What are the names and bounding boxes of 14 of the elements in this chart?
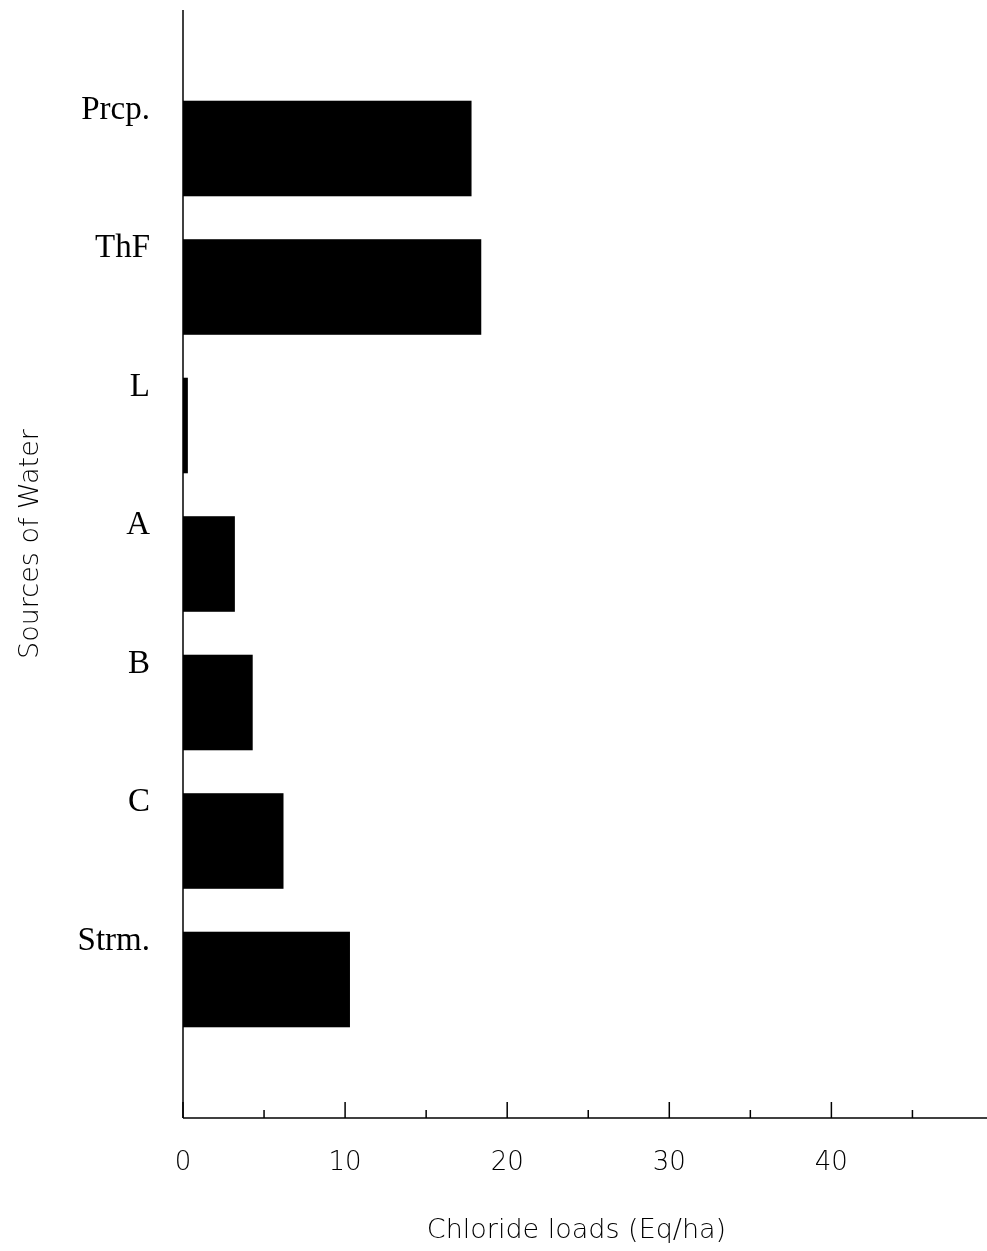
y-tick-label: A bbox=[126, 505, 151, 541]
x-tick-label: 40 bbox=[814, 1146, 848, 1176]
y-tick-label: Strm. bbox=[77, 920, 150, 957]
x-axis-title: Chloride loads (Eq/ha) bbox=[426, 1213, 727, 1244]
y-tick-label: Prcp. bbox=[81, 89, 150, 126]
x-tick-label: 30 bbox=[652, 1146, 686, 1176]
y-axis-title: Sources of Water bbox=[13, 428, 44, 659]
y-tick-label: B bbox=[127, 643, 150, 680]
x-tick-label: 10 bbox=[328, 1146, 362, 1176]
y-tick-label: L bbox=[129, 366, 150, 403]
x-tick-label: 20 bbox=[490, 1146, 524, 1176]
y-tick-label: C bbox=[127, 782, 150, 818]
x-tick-label: 0 bbox=[174, 1146, 192, 1176]
y-tick-label: ThF bbox=[94, 228, 150, 264]
